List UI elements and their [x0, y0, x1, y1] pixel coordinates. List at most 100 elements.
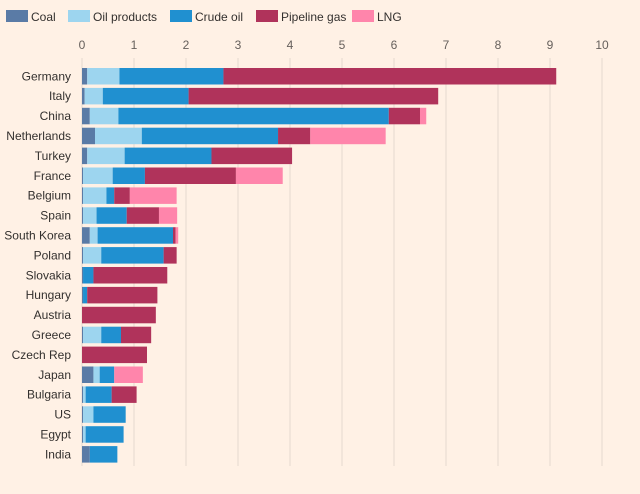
legend-swatch-lng	[352, 10, 374, 22]
bar-bulgaria-coal	[82, 386, 84, 403]
bar-hungary-pipeline-gas	[87, 286, 158, 304]
bar-france-coal	[82, 167, 84, 184]
x-tick-label-3: 3	[235, 38, 242, 52]
gridlines	[81, 58, 603, 466]
bar-egypt-oil-products	[83, 426, 86, 443]
category-label-netherlands: Netherlands	[6, 129, 71, 143]
bar-greece-oil-products	[83, 326, 102, 344]
bar-germany-coal	[82, 68, 88, 85]
bar-bulgaria-oil-products	[83, 386, 86, 403]
category-label-hungary: Hungary	[26, 288, 71, 302]
x-tick-label-9: 9	[547, 38, 554, 52]
category-label-turkey: Turkey	[35, 149, 71, 163]
bar-italy-crude-oil	[102, 87, 189, 105]
bar-south-korea-crude-oil	[97, 227, 173, 244]
category-label-france: France	[34, 169, 72, 183]
bar-china-oil-products	[89, 107, 119, 125]
bar-belgium-pipeline-gas	[114, 187, 130, 204]
bar-poland-oil-products	[83, 247, 102, 264]
bar-netherlands-crude-oil	[141, 127, 279, 145]
bar-austria-pipeline-gas	[82, 306, 156, 324]
bar-greece-coal	[82, 326, 84, 344]
bar-egypt-crude-oil	[85, 426, 124, 443]
bar-south-korea-oil-products	[89, 227, 98, 244]
bar-slovakia-pipeline-gas	[93, 267, 168, 284]
bar-india-coal	[82, 446, 90, 463]
x-tick-label-4: 4	[287, 38, 294, 52]
bar-egypt-coal	[82, 426, 84, 443]
legend-label-lng: LNG	[377, 10, 402, 24]
category-label-germany: Germany	[22, 69, 71, 83]
bar-japan-lng	[114, 366, 143, 383]
category-label-bulgaria: Bulgaria	[27, 388, 71, 402]
bar-bulgaria-pipeline-gas	[111, 386, 137, 403]
category-label-austria: Austria	[34, 308, 72, 322]
bar-china-lng	[420, 107, 427, 125]
category-label-slovakia: Slovakia	[26, 268, 72, 282]
bar-hungary-crude-oil	[83, 286, 88, 304]
bar-spain-coal	[82, 207, 84, 224]
bar-poland-crude-oil	[101, 247, 164, 264]
legend-label-pipeline-gas: Pipeline gas	[281, 10, 346, 24]
bar-czech-rep-pipeline-gas	[82, 346, 147, 364]
bar-spain-lng	[158, 207, 178, 224]
bar-spain-oil-products	[83, 207, 97, 224]
bar-south-korea-pipeline-gas	[173, 227, 176, 244]
bar-china-crude-oil	[118, 107, 389, 125]
legend-swatch-oil-products	[68, 10, 90, 22]
category-label-greece: Greece	[32, 328, 72, 342]
bar-india-crude-oil	[89, 446, 118, 463]
category-label-poland: Poland	[34, 248, 71, 262]
x-axis-ticks: 0 1 2 3 4 5 6 7 8 9 10	[79, 38, 609, 52]
bar-china-pipeline-gas	[388, 107, 420, 125]
bar-poland-coal	[82, 247, 84, 264]
x-tick-label-10: 10	[595, 38, 609, 52]
bar-italy-coal	[82, 87, 85, 105]
x-tick-label-5: 5	[339, 38, 346, 52]
bar-china-coal	[82, 107, 90, 125]
bar-turkey-pipeline-gas	[211, 147, 293, 165]
bar-greece-pipeline-gas	[121, 326, 152, 344]
bar-greece-crude-oil	[101, 326, 121, 344]
bar-south-korea-lng	[175, 227, 179, 244]
bar-us-oil-products	[83, 406, 94, 423]
category-label-japan: Japan	[38, 368, 71, 382]
bar-slovakia-coal	[82, 267, 84, 284]
legend-label-coal: Coal	[31, 10, 56, 24]
bar-bulgaria-crude-oil	[85, 386, 112, 403]
legend-swatch-crude-oil	[170, 10, 192, 22]
category-label-czech-rep: Czech Rep	[12, 348, 72, 362]
x-tick-label-8: 8	[495, 38, 502, 52]
x-tick-label-6: 6	[391, 38, 398, 52]
category-label-spain: Spain	[40, 209, 71, 223]
category-label-us: US	[54, 408, 71, 422]
bar-italy-oil-products	[84, 87, 103, 105]
legend-label-crude-oil: Crude oil	[195, 10, 243, 24]
bar-slovakia-crude-oil	[83, 267, 94, 284]
bar-belgium-crude-oil	[106, 187, 115, 204]
category-label-india: India	[45, 447, 71, 461]
bar-italy-pipeline-gas	[188, 87, 439, 105]
legend-swatch-coal	[6, 10, 28, 22]
category-labels: Germany Italy China Netherlands Turkey France…	[4, 69, 71, 461]
bar-turkey-crude-oil	[124, 147, 212, 165]
x-tick-label-2: 2	[183, 38, 190, 52]
category-label-south-korea: South Korea	[4, 228, 71, 242]
category-label-italy: Italy	[49, 89, 71, 103]
legend-label-oil-products: Oil products	[93, 10, 157, 24]
bar-germany-crude-oil	[119, 68, 224, 85]
bar-poland-pipeline-gas	[163, 247, 177, 264]
bar-netherlands-pipeline-gas	[278, 127, 311, 145]
bar-hungary-coal	[82, 286, 84, 304]
bar-japan-coal	[82, 366, 94, 383]
bar-belgium-oil-products	[83, 187, 107, 204]
bar-germany-oil-products	[87, 68, 120, 85]
bar-south-korea-coal	[82, 227, 90, 244]
bar-belgium-coal	[82, 187, 84, 204]
bar-spain-pipeline-gas	[126, 207, 159, 224]
bar-netherlands-oil-products	[95, 127, 142, 145]
legend: Coal Oil products Crude oil Pipeline gas LNG	[6, 10, 402, 24]
bar-spain-crude-oil	[96, 207, 127, 224]
legend-swatch-pipeline-gas	[256, 10, 278, 22]
bar-belgium-lng	[129, 187, 177, 204]
